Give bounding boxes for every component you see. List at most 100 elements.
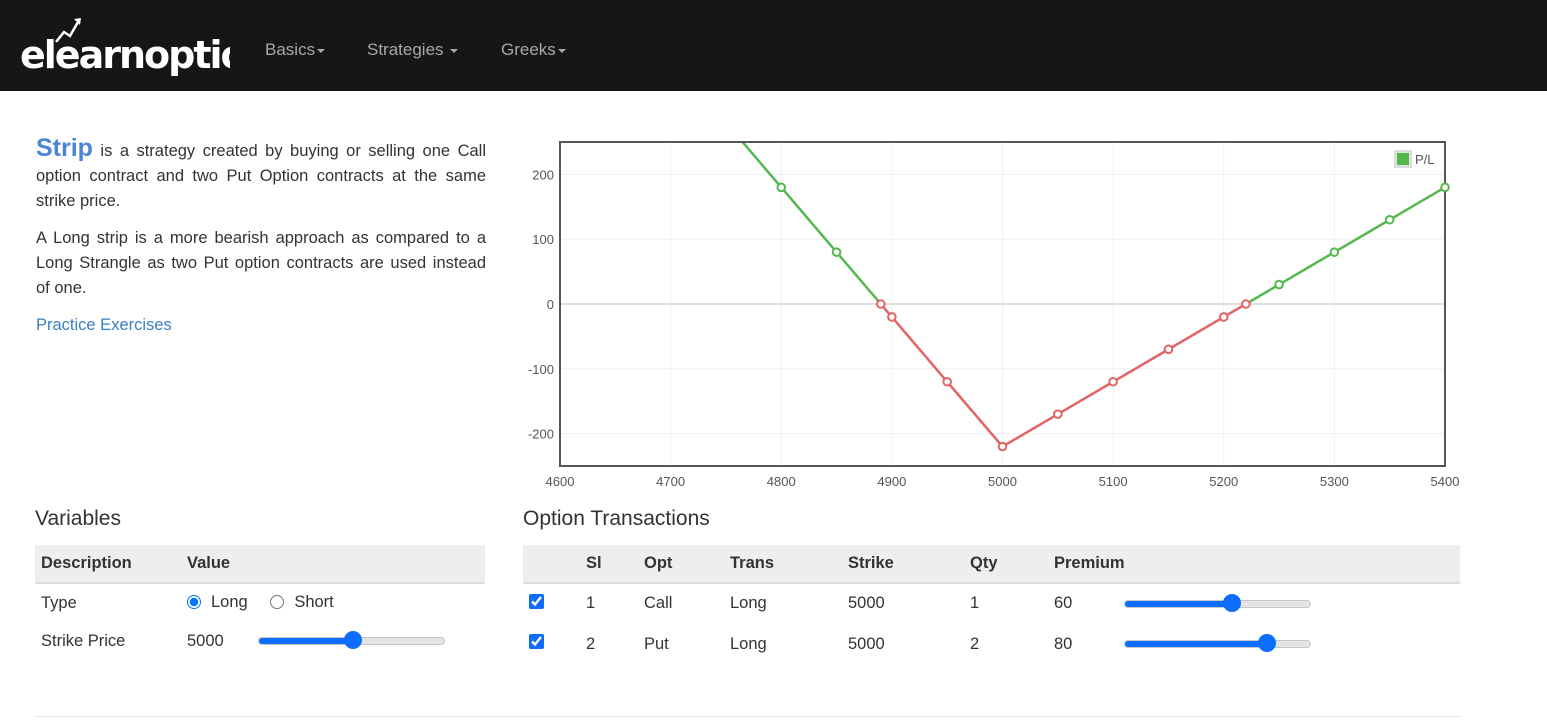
table-row: 2 Put Long 5000 2 80 (523, 623, 1460, 665)
row-qty: 1 (970, 594, 980, 612)
header-select (523, 545, 580, 584)
data-point (1329, 247, 1340, 257)
data-point (1241, 299, 1251, 309)
x-tick-label: 5300 (1320, 474, 1349, 489)
data-point (1163, 344, 1174, 355)
header-qty: Qty (964, 545, 1048, 584)
row-opt: Call (644, 594, 673, 612)
legend-label: P/L (1415, 152, 1435, 167)
series-segment (1389, 186, 1444, 221)
type-label: Type (41, 594, 77, 612)
caret-down-icon (557, 48, 566, 53)
series-segment (890, 316, 949, 383)
header-sl: Sl (580, 545, 638, 584)
data-point (831, 247, 842, 257)
nav-greeks[interactable]: Greeks (501, 40, 566, 60)
row-2-checkbox[interactable] (529, 634, 544, 649)
y-tick-label: 0 (547, 297, 554, 312)
type-short-option[interactable]: Short (270, 593, 334, 612)
x-tick-label: 5100 (1099, 474, 1128, 489)
series-segment (741, 143, 783, 189)
row-premium: 60 (1054, 594, 1073, 612)
data-point (1384, 214, 1395, 225)
site-logo[interactable]: elearnoptions (18, 16, 230, 78)
variables-title: Variables (35, 507, 121, 530)
data-point (1440, 182, 1450, 193)
x-tick-label: 4600 (546, 474, 575, 489)
header-strike: Strike (842, 545, 964, 584)
type-long-radio[interactable] (187, 595, 201, 610)
data-point (1218, 312, 1229, 322)
row-strike: 5000 (848, 594, 885, 612)
plot-frame (559, 141, 1446, 467)
series-segment (1245, 283, 1280, 306)
y-tick-label: -200 (528, 427, 554, 442)
row-1-checkbox[interactable] (529, 593, 544, 609)
y-tick-label: 200 (532, 167, 554, 182)
data-point (942, 376, 952, 387)
row-trans: Long (730, 594, 767, 612)
intro-paragraph-2: A Long strip is a more bearish approach … (36, 229, 486, 297)
y-tick-label: 100 (532, 232, 554, 247)
row-1-premium-slider[interactable] (1123, 599, 1311, 608)
type-long-option[interactable]: Long (187, 593, 248, 612)
data-point (887, 312, 897, 322)
legend-swatch-border (1394, 150, 1412, 168)
series-segment (835, 251, 882, 305)
logo-text: elearnoptions (20, 33, 230, 77)
x-tick-label: 5000 (988, 474, 1017, 489)
row-qty: 2 (970, 634, 980, 653)
x-tick-label: 5200 (1209, 474, 1238, 489)
row-strike: 5000 (848, 634, 885, 653)
navbar: elearnoptions Basics Strategies Greeks (0, 0, 1547, 91)
y-tick-label: -100 (528, 362, 554, 377)
caret-down-icon (450, 48, 459, 53)
practice-exercises-link[interactable]: Practice Exercises (36, 316, 172, 334)
x-tick-label: 4900 (877, 474, 906, 489)
series-segment (946, 380, 1004, 448)
series-segment (1112, 348, 1170, 383)
strike-price-slider[interactable] (257, 637, 445, 646)
series-segment (1001, 413, 1059, 448)
data-point (776, 182, 787, 193)
option-transactions-title: Option Transactions (523, 507, 710, 530)
x-tick-label: 5400 (1431, 474, 1460, 489)
table-row: 1 Call Long 5000 1 60 (523, 583, 1460, 623)
variables-table: Description Value Type Long Short Strike… (35, 545, 485, 659)
series-segment (780, 186, 838, 253)
data-point (1274, 279, 1284, 290)
row-opt: Put (644, 634, 669, 653)
nav-basics[interactable]: Basics (265, 40, 326, 60)
strike-price-label: Strike Price (41, 631, 126, 650)
data-point (876, 299, 886, 309)
header-value: Value (181, 545, 485, 584)
series-segment (1057, 380, 1114, 416)
data-point (1108, 376, 1118, 387)
nav-strategies[interactable]: Strategies (367, 40, 459, 60)
header-trans: Trans (724, 545, 842, 584)
row-premium: 80 (1054, 634, 1073, 653)
header-description: Description (35, 545, 181, 584)
pl-chart: 4600 4700 4800 4900 5000 5100 5200 5300 5400 200 1… (528, 141, 1460, 489)
caret-down-icon (317, 48, 326, 53)
legend-swatch (1395, 151, 1411, 167)
intro-paragraph-1: Strip is a strategy created by buying or… (36, 134, 486, 211)
header-premium: Premium (1048, 545, 1460, 584)
x-tick-label: 4800 (767, 474, 796, 489)
row-sl: 1 (586, 594, 596, 612)
x-tick-label: 4700 (656, 474, 685, 489)
data-point (997, 441, 1008, 452)
strategy-name: Strip (36, 134, 93, 162)
series-segment (1167, 315, 1225, 351)
intro-text: Strip is a strategy created by buying or… (36, 136, 486, 338)
row-2-premium-slider[interactable] (1123, 640, 1311, 649)
strike-price-value: 5000 (187, 631, 224, 650)
data-point (1053, 409, 1063, 419)
type-short-radio[interactable] (270, 595, 285, 610)
series-segment (1278, 251, 1336, 286)
series-segment (1333, 218, 1391, 254)
header-opt: Opt (638, 545, 724, 584)
trend-arrow-icon (55, 18, 81, 43)
row-sl: 2 (586, 634, 596, 653)
row-trans: Long (730, 634, 767, 653)
